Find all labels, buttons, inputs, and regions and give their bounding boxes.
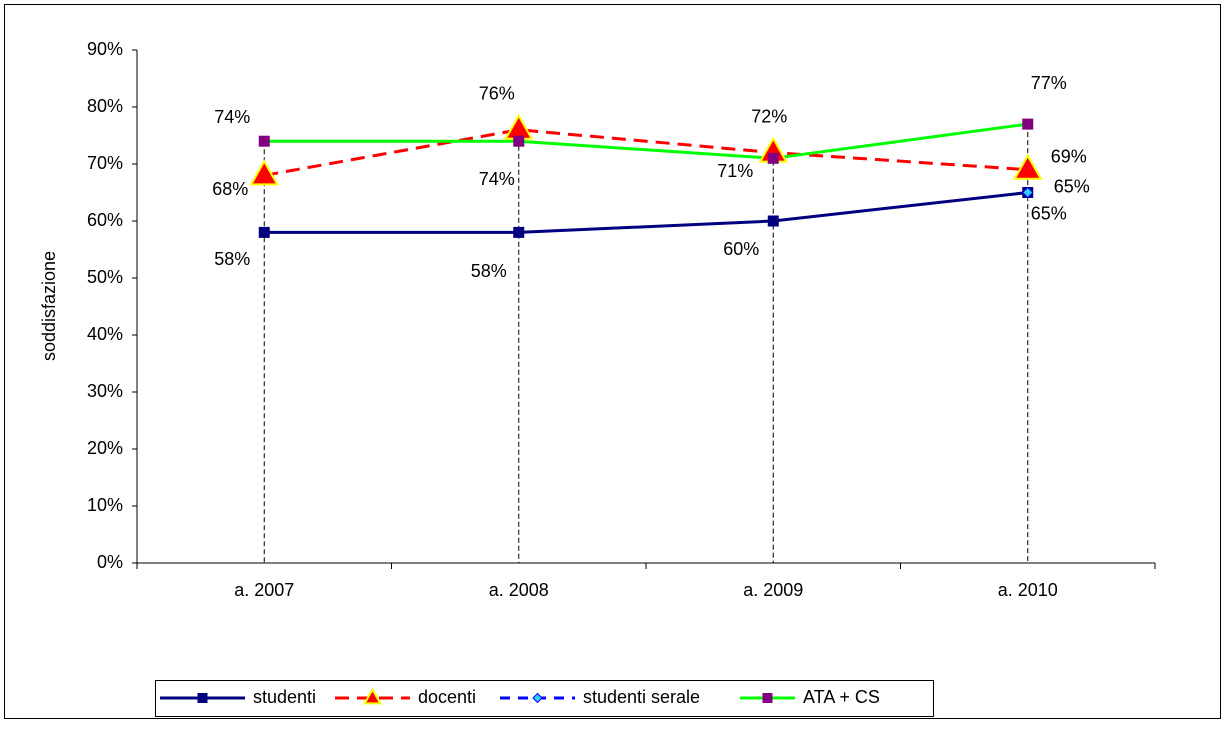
y-tick-label: 50% — [87, 267, 123, 287]
data-label: 72% — [751, 106, 787, 126]
legend-label: studenti serale — [583, 687, 700, 707]
point — [513, 135, 525, 147]
point — [513, 226, 525, 238]
legend-label: ATA + CS — [803, 687, 880, 707]
y-tick-label: 70% — [87, 153, 123, 173]
series-line — [264, 122, 1028, 160]
data-label: 60% — [723, 239, 759, 259]
data-label: 65% — [1054, 176, 1090, 196]
y-tick-label: 10% — [87, 495, 123, 515]
data-label: 74% — [214, 107, 250, 127]
data-label: 74% — [479, 169, 515, 189]
data-label: 65% — [1031, 203, 1067, 223]
series-line — [263, 128, 1028, 177]
data-label: 68% — [212, 179, 248, 199]
x-tick-label: a. 2007 — [234, 580, 294, 600]
legend-marker — [532, 692, 543, 704]
legend-marker — [762, 693, 773, 703]
point — [258, 135, 270, 147]
series-line — [264, 191, 1028, 234]
legend-label: studenti — [253, 687, 316, 707]
data-label: 71% — [717, 161, 753, 181]
data-label: 69% — [1051, 146, 1087, 166]
point — [1022, 118, 1034, 130]
point — [767, 152, 779, 164]
point — [1022, 186, 1034, 199]
y-tick-label: 90% — [87, 39, 123, 59]
y-tick-label: 30% — [87, 381, 123, 401]
x-tick-label: a. 2008 — [489, 580, 549, 600]
point — [767, 215, 779, 227]
y-tick-label: 0% — [97, 552, 123, 572]
data-label: 77% — [1031, 73, 1067, 93]
chart-frame — [4, 4, 1221, 719]
y-tick-label: 40% — [87, 324, 123, 344]
legend-marker — [362, 687, 383, 705]
x-tick-label: a. 2009 — [743, 580, 803, 600]
point — [249, 159, 279, 186]
y-tick-label: 20% — [87, 438, 123, 458]
x-tick-label: a. 2010 — [998, 580, 1058, 600]
point — [1013, 153, 1043, 180]
y-axis-title: soddisfazione — [39, 251, 59, 361]
legend-marker — [197, 693, 208, 703]
data-label: 58% — [471, 261, 507, 281]
y-tick-label: 80% — [87, 96, 123, 116]
data-label: 58% — [214, 249, 250, 269]
point — [258, 226, 270, 238]
legend-label: docenti — [418, 687, 476, 707]
y-tick-label: 60% — [87, 210, 123, 230]
data-label: 76% — [479, 84, 515, 104]
